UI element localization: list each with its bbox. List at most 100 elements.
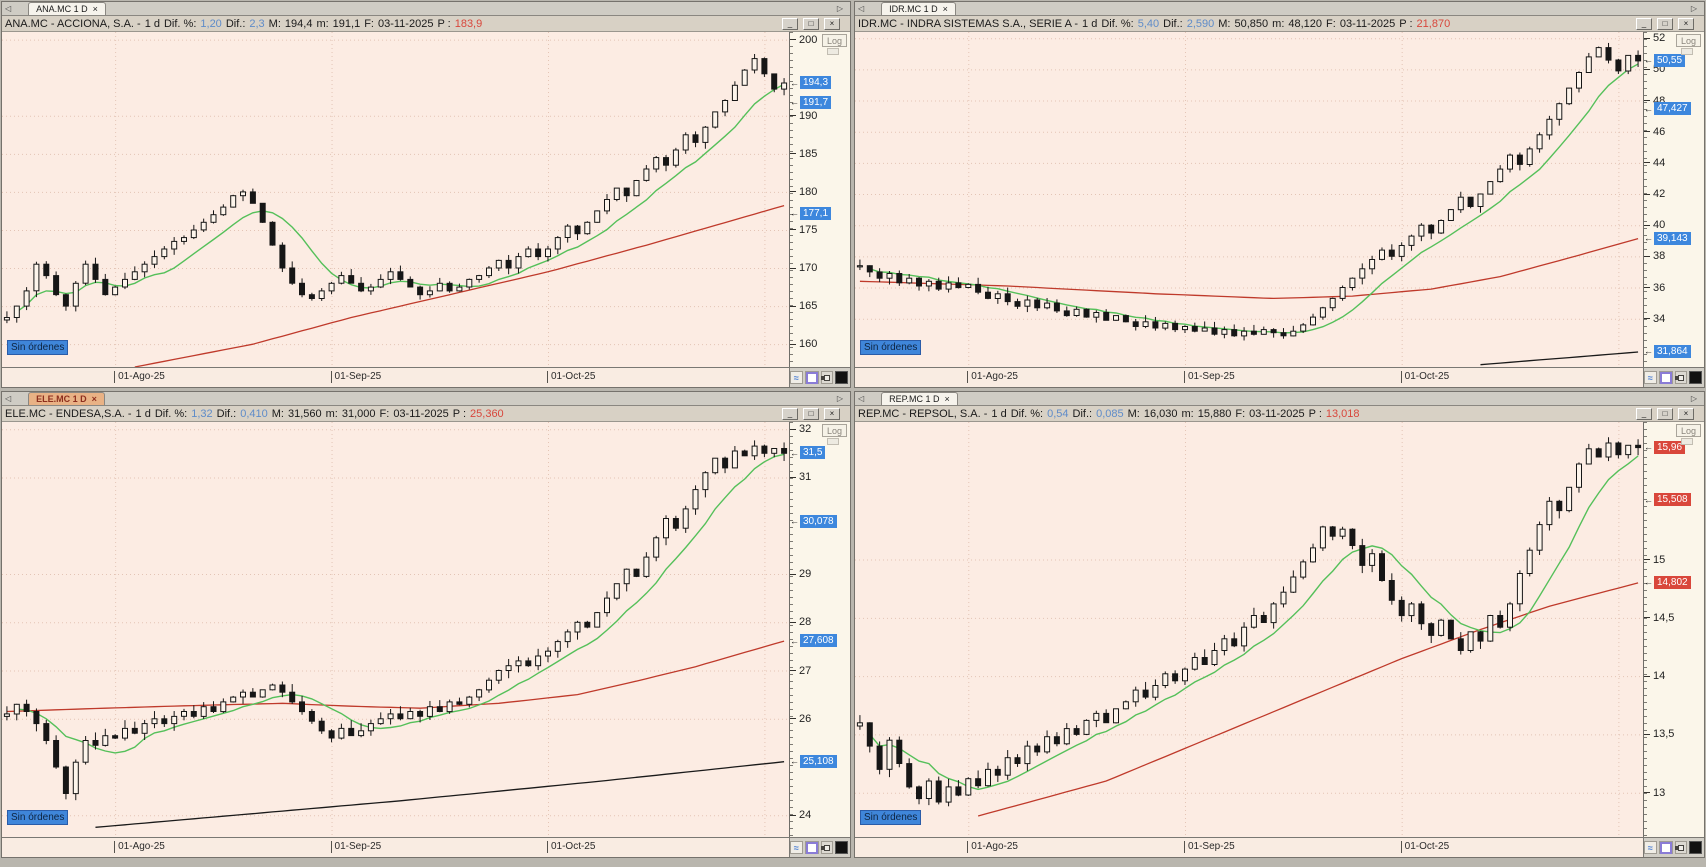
last-price-label: P : — [452, 407, 467, 420]
max-label: M: — [1127, 407, 1140, 420]
price-axis[interactable]: Log 52 50 48 46 44 42 40 38 36 34 ← 50,55 ← 47,427 ← 39… — [1643, 32, 1704, 367]
chart-toolbar: ≈ — [789, 368, 850, 387]
maximize-button[interactable]: □ — [1657, 17, 1673, 30]
pin-icon[interactable] — [1674, 371, 1688, 384]
last-price-label: P : — [1399, 17, 1413, 30]
no-orders-badge: Sin órdenes — [7, 340, 69, 355]
time-axis[interactable]: 01-Ago-25 01-Sep-25 01-Oct-25 — [2, 838, 789, 857]
line-style-icon[interactable]: ≈ — [1643, 371, 1657, 384]
chart-tab[interactable]: ELE.MC 1 D × — [28, 392, 105, 405]
date-label: F: — [1235, 407, 1246, 420]
tab-scroll-left-icon[interactable]: ◁ — [5, 4, 12, 13]
price-tag: ← 27,608 — [790, 634, 837, 648]
pin-icon[interactable] — [1674, 841, 1688, 854]
chart-toolbar: ≈ — [1643, 368, 1704, 387]
chart-plot-area[interactable]: Sin órdenes — [855, 422, 1643, 837]
price-axis[interactable]: Log 15 14,5 14 13,5 13 ← 15,96 ← 15,508 ← 14,802 — [1643, 422, 1704, 837]
last-price-value: 21,870 — [1416, 17, 1451, 30]
save-icon[interactable] — [1658, 841, 1673, 854]
chart-tab[interactable]: REP.MC 1 D × — [881, 392, 958, 405]
log-scale-button[interactable]: Log — [1676, 424, 1701, 445]
chart-plot-area[interactable]: Sin órdenes — [2, 32, 789, 367]
time-axis[interactable]: 01-Ago-25 01-Sep-25 01-Oct-25 — [855, 838, 1643, 857]
tab-scroll-right-icon[interactable]: ▷ — [1690, 4, 1697, 13]
time-axis[interactable]: 01-Ago-25 01-Sep-25 01-Oct-25 — [855, 368, 1643, 387]
price-tick-label: 200 — [790, 34, 817, 46]
price-tag: ← 15,96 — [1644, 440, 1686, 454]
pin-icon[interactable] — [820, 841, 834, 854]
close-button[interactable]: × — [1678, 407, 1694, 420]
background-color-icon[interactable] — [1689, 371, 1702, 384]
price-tick-label: 170 — [790, 262, 817, 274]
min-label: m: — [1181, 407, 1194, 420]
tab-close-icon[interactable]: × — [942, 4, 948, 14]
price-tag: ← 14,802 — [1644, 575, 1691, 589]
price-tick-label: 165 — [790, 300, 817, 312]
minimize-button[interactable]: _ — [1636, 407, 1652, 420]
tab-close-icon[interactable]: × — [944, 394, 950, 404]
line-style-icon[interactable]: ≈ — [1643, 841, 1657, 854]
last-price-value: 13,018 — [1325, 407, 1360, 420]
close-button[interactable]: × — [1678, 17, 1694, 30]
price-tag: ← 191,7 — [790, 95, 832, 109]
tab-close-icon[interactable]: × — [91, 394, 97, 404]
line-style-icon[interactable]: ≈ — [789, 841, 803, 854]
close-button[interactable]: × — [824, 17, 840, 30]
background-color-icon[interactable] — [835, 841, 848, 854]
time-axis[interactable]: 01-Ago-25 01-Sep-25 01-Oct-25 — [2, 368, 789, 387]
minimize-button[interactable]: _ — [782, 17, 798, 30]
chart-tab[interactable]: ANA.MC 1 D × — [28, 2, 106, 15]
tab-scroll-left-icon[interactable]: ◁ — [5, 394, 12, 403]
close-button[interactable]: × — [824, 407, 840, 420]
maximize-button[interactable]: □ — [1657, 407, 1673, 420]
save-icon[interactable] — [804, 841, 819, 854]
min-value: 31,000 — [341, 407, 376, 420]
tab-scroll-right-icon[interactable]: ▷ — [836, 394, 843, 403]
chart-tab[interactable]: IDR.MC 1 D × — [881, 2, 956, 15]
tab-scroll-left-icon[interactable]: ◁ — [858, 4, 865, 13]
minimize-button[interactable]: _ — [1636, 17, 1652, 30]
date-label: F: — [1326, 17, 1336, 30]
price-tick-label: 175 — [790, 224, 817, 236]
maximize-button[interactable]: □ — [803, 407, 819, 420]
save-icon[interactable] — [1658, 371, 1673, 384]
price-tag: ← 50,55 — [1644, 53, 1686, 67]
timeframe-label: 1 d — [144, 17, 160, 30]
save-icon[interactable] — [804, 371, 819, 384]
date-tick-label: 01-Ago-25 — [114, 371, 165, 383]
dif-value: 2,3 — [249, 17, 265, 30]
price-tick-label: 190 — [790, 110, 817, 122]
candlestick-chart — [855, 422, 1643, 837]
tab-scroll-right-icon[interactable]: ▷ — [836, 4, 843, 13]
dif-label: Dif.: — [216, 407, 237, 420]
min-label: m: — [325, 407, 338, 420]
log-scale-button[interactable]: Log — [1676, 34, 1701, 55]
log-scale-button[interactable]: Log — [822, 424, 847, 445]
pin-icon[interactable] — [820, 371, 834, 384]
background-color-icon[interactable] — [835, 371, 848, 384]
date-label: F: — [379, 407, 390, 420]
line-style-icon[interactable]: ≈ — [789, 371, 803, 384]
date-tick-label: 01-Ago-25 — [114, 841, 165, 853]
price-axis[interactable]: Log 32 31 29 28 27 26 24 ← 31,5 ← 30,078 ← 27,608 ← 25… — [789, 422, 850, 837]
min-label: m: — [316, 17, 329, 30]
chart-plot-area[interactable]: Sin órdenes — [2, 422, 789, 837]
price-tick-label: 14 — [1644, 670, 1665, 682]
max-value: 16,030 — [1143, 407, 1178, 420]
tab-bar: ◁ ELE.MC 1 D × ▷ — [2, 392, 850, 406]
tab-scroll-right-icon[interactable]: ▷ — [1690, 394, 1697, 403]
price-tick-label: 13,5 — [1644, 728, 1674, 740]
minimize-button[interactable]: _ — [782, 407, 798, 420]
date-tick-label: 01-Oct-25 — [1400, 841, 1449, 853]
tab-bar: ◁ REP.MC 1 D × ▷ — [855, 392, 1704, 406]
background-color-icon[interactable] — [1689, 841, 1702, 854]
chart-plot-area[interactable]: Sin órdenes — [855, 32, 1643, 367]
price-axis[interactable]: Log 200 190 185 180 175 170 165 160 ← 194,3 ← 191,7… — [789, 32, 850, 367]
min-value: 191,1 — [332, 17, 361, 30]
tab-scroll-left-icon[interactable]: ◁ — [858, 394, 865, 403]
tab-close-icon[interactable]: × — [92, 4, 98, 14]
log-scale-button[interactable]: Log — [822, 34, 847, 55]
no-orders-badge: Sin órdenes — [860, 810, 922, 825]
maximize-button[interactable]: □ — [803, 17, 819, 30]
tab-label: ELE.MC 1 D — [36, 394, 87, 404]
